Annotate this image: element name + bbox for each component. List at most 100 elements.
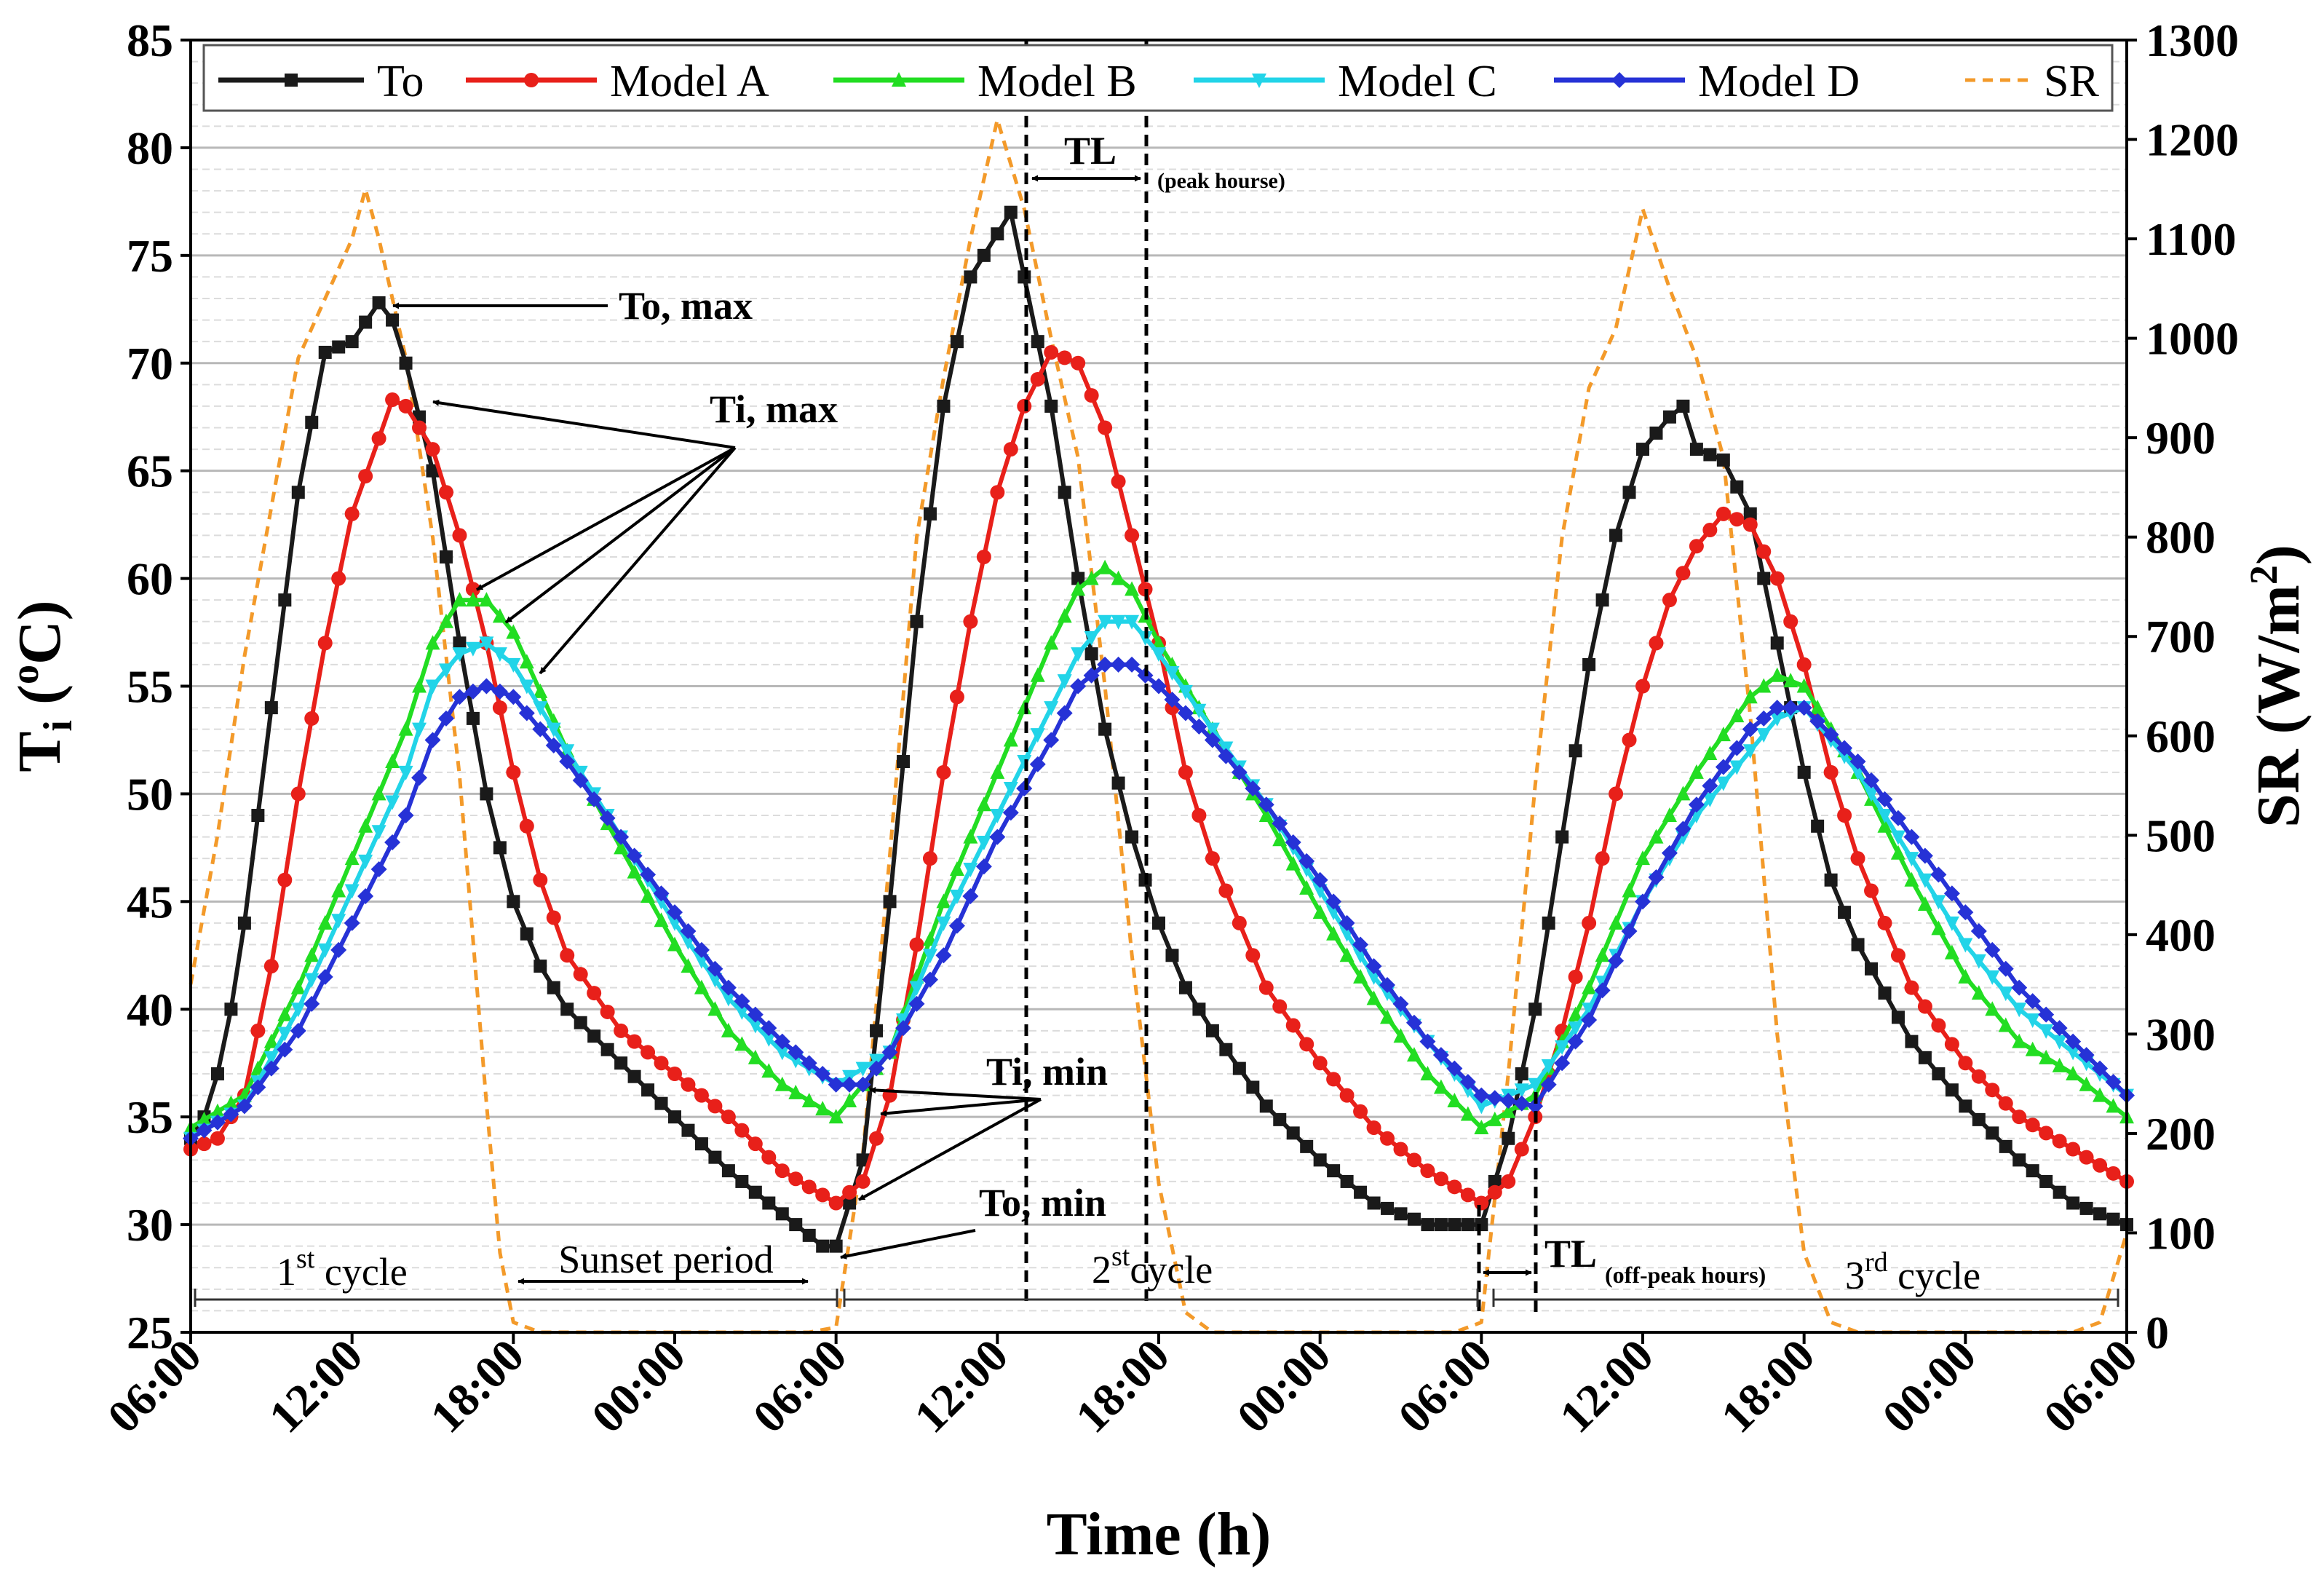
data-point — [1568, 1006, 1583, 1021]
data-point — [909, 981, 924, 996]
data-point — [1959, 1099, 1972, 1113]
data-point — [881, 1044, 898, 1061]
data-point — [1084, 570, 1099, 585]
data-point — [829, 1239, 843, 1253]
data-point — [774, 1033, 790, 1050]
data-point — [1191, 808, 1207, 823]
data-point — [1432, 1047, 1449, 1064]
data-point — [492, 608, 507, 623]
data-point — [1125, 581, 1140, 596]
data-point — [1298, 853, 1315, 869]
y-axis-title: Ti (oC) — [3, 600, 81, 772]
legend-label: Model D — [1698, 57, 1860, 106]
data-point — [2012, 1002, 2027, 1018]
data-point — [1031, 335, 1044, 349]
data-point — [1218, 883, 1234, 898]
data-point — [1367, 1196, 1381, 1210]
data-point — [1474, 1099, 1489, 1115]
legend-label: SR — [2044, 57, 2099, 106]
data-point — [1769, 711, 1785, 727]
data-point — [1058, 486, 1071, 499]
data-point — [344, 506, 360, 521]
data-point — [1608, 952, 1625, 969]
data-point — [1057, 674, 1072, 689]
data-point — [2066, 1196, 2080, 1210]
y2-title-sup: 2 — [2242, 565, 2285, 585]
data-point — [1998, 1017, 2013, 1032]
data-point — [1716, 453, 1730, 467]
data-point — [371, 825, 386, 840]
data-point — [1448, 1218, 1462, 1232]
data-point — [734, 1036, 750, 1051]
data-point — [1904, 852, 1919, 867]
data-point — [694, 1088, 709, 1103]
data-point — [1258, 980, 1274, 995]
data-point — [197, 1136, 212, 1152]
data-point — [1542, 916, 1555, 930]
data-point — [1486, 1090, 1503, 1107]
data-point — [1285, 1018, 1301, 1033]
data-point — [587, 986, 602, 1001]
tl-peak-label: TL (peak hourse) — [1064, 129, 1285, 193]
data-point — [1071, 581, 1086, 596]
data-point — [1971, 1069, 1986, 1084]
data-point — [1609, 529, 1623, 542]
data-point — [1609, 786, 1624, 802]
data-point — [2011, 979, 2028, 996]
data-point — [1889, 810, 1906, 826]
data-point — [1488, 1174, 1502, 1188]
data-point — [1594, 982, 1611, 999]
data-point — [641, 1083, 655, 1097]
data-point — [506, 657, 521, 673]
cycle-word: cycle — [314, 1250, 407, 1294]
x-tick-label: 06:00 — [2034, 1329, 2147, 1443]
data-point — [1554, 1055, 1571, 1072]
data-point — [1729, 512, 1745, 527]
data-point — [1756, 544, 1772, 559]
data-point — [1555, 1040, 1570, 1056]
data-point — [2079, 1201, 2093, 1215]
x-tick-label: 18:00 — [1711, 1329, 1825, 1443]
data-point — [524, 73, 539, 87]
data-point — [815, 1101, 830, 1116]
data-point — [1044, 344, 1059, 360]
tl-off-label: TL (off-peak hours) — [1544, 1232, 1766, 1288]
data-point — [277, 1006, 293, 1021]
data-point — [1084, 630, 1099, 646]
data-point — [1446, 1060, 1463, 1077]
data-point — [1111, 776, 1125, 790]
data-point — [693, 941, 710, 958]
data-point — [465, 592, 480, 607]
data-point — [304, 947, 320, 962]
data-point — [1971, 985, 1986, 1000]
data-point — [518, 705, 535, 721]
data-point — [599, 810, 616, 826]
data-point — [1890, 948, 1905, 963]
data-point — [762, 1196, 776, 1210]
data-point — [1354, 1185, 1368, 1199]
data-point — [747, 1019, 763, 1034]
data-point — [1339, 947, 1355, 962]
data-point — [2039, 1174, 2053, 1188]
data-point — [964, 270, 977, 284]
data-point — [2052, 1134, 2067, 1149]
data-point — [1084, 647, 1098, 661]
data-point — [842, 1184, 857, 1200]
data-point — [317, 914, 333, 930]
data-point — [532, 721, 549, 737]
data-point — [921, 971, 938, 988]
data-point — [1635, 679, 1650, 694]
data-point — [278, 593, 292, 607]
data-point — [1675, 820, 1692, 837]
y2-tick-label: 0 — [2146, 1307, 2169, 1358]
data-point — [1581, 1012, 1598, 1029]
data-point — [1252, 74, 1266, 88]
data-point — [1729, 760, 1745, 775]
data-point — [1877, 818, 1892, 833]
data-point — [2093, 1158, 2108, 1173]
data-point — [573, 967, 588, 982]
series-sr — [189, 117, 2129, 1334]
data-point — [828, 1195, 844, 1211]
data-point — [1877, 809, 1892, 823]
data-point — [600, 1043, 614, 1056]
